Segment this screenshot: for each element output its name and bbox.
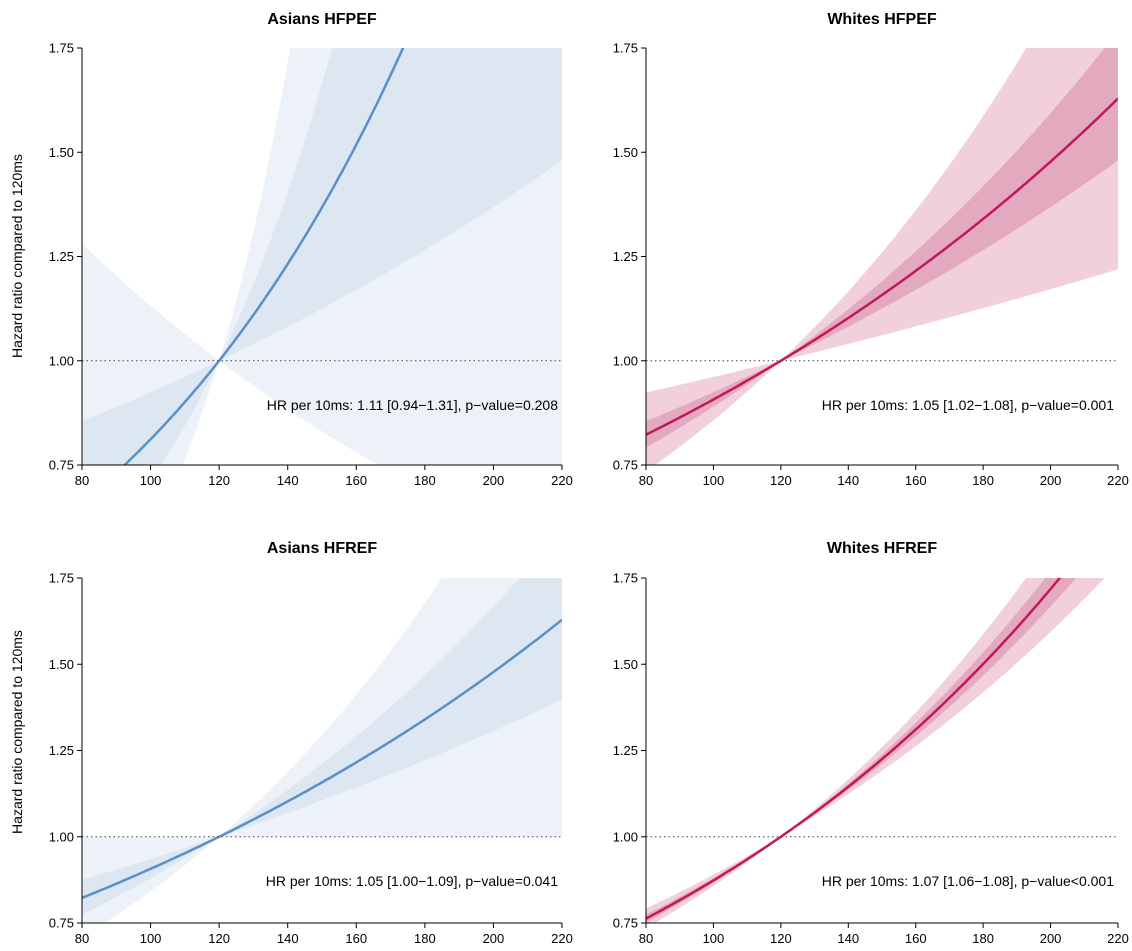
x-tick-label: 180 bbox=[414, 473, 436, 488]
y-tick-label: 1.50 bbox=[613, 657, 638, 672]
ci-band-inner bbox=[646, 48, 1118, 448]
x-tick-label: 180 bbox=[972, 473, 994, 488]
x-tick-label: 220 bbox=[551, 473, 573, 488]
x-tick-label: 100 bbox=[703, 473, 725, 488]
hazard-ratio-line bbox=[646, 97, 1118, 436]
x-tick-label: 220 bbox=[1107, 931, 1129, 946]
hr-annotation: HR per 10ms: 1.11 [0.94−1.31], p−value=0… bbox=[267, 397, 558, 413]
y-tick-label: 1.25 bbox=[49, 249, 74, 264]
x-tick-label: 180 bbox=[414, 931, 436, 946]
y-tick-label: 1.25 bbox=[49, 743, 74, 758]
y-axis-label-bottom: Hazard ratio compared to 120ms bbox=[9, 630, 25, 834]
hr-annotation: HR per 10ms: 1.05 [1.00−1.09], p−value=0… bbox=[266, 873, 558, 889]
plot-area bbox=[646, 578, 1105, 923]
panel-title: Asians HFPEF bbox=[267, 11, 377, 28]
x-tick-label: 80 bbox=[75, 931, 89, 946]
y-tick-label: 1.00 bbox=[613, 353, 638, 368]
y-tick-label: 0.75 bbox=[613, 916, 638, 931]
ci-band-inner bbox=[82, 578, 562, 915]
hazard-ratio-line bbox=[82, 618, 562, 900]
x-tick-label: 160 bbox=[905, 473, 927, 488]
y-tick-label: 0.75 bbox=[49, 916, 74, 931]
x-tick-label: 120 bbox=[770, 473, 792, 488]
ci-band-outer bbox=[646, 578, 1105, 923]
x-tick-label: 80 bbox=[639, 931, 653, 946]
y-tick-label: 0.75 bbox=[49, 458, 74, 473]
y-tick-label: 1.50 bbox=[613, 145, 638, 160]
x-tick-label: 160 bbox=[905, 931, 927, 946]
x-tick-label: 220 bbox=[1107, 473, 1129, 488]
y-axis-label-top: Hazard ratio compared to 120ms bbox=[9, 154, 25, 358]
y-tick-label: 1.00 bbox=[49, 829, 74, 844]
x-tick-label: 220 bbox=[551, 931, 573, 946]
x-tick-label: 100 bbox=[703, 931, 725, 946]
y-tick-label: 1.25 bbox=[613, 743, 638, 758]
x-tick-label: 200 bbox=[1040, 473, 1062, 488]
x-tick-label: 200 bbox=[1040, 931, 1062, 946]
panel-title: Whites HFREF bbox=[827, 540, 937, 557]
x-tick-label: 180 bbox=[972, 931, 994, 946]
x-tick-label: 120 bbox=[208, 473, 230, 488]
x-tick-label: 160 bbox=[345, 931, 367, 946]
x-tick-label: 140 bbox=[277, 473, 299, 488]
y-tick-label: 1.25 bbox=[613, 249, 638, 264]
hazard-ratio-line bbox=[122, 48, 405, 465]
y-tick-label: 1.75 bbox=[49, 571, 74, 586]
x-tick-label: 140 bbox=[277, 931, 299, 946]
hr-annotation: HR per 10ms: 1.05 [1.02−1.08], p−value=0… bbox=[822, 397, 1114, 413]
chart-panel: 80 100 120 140 160 180 200 220 0.75 1.00 1.25 1.50 1… bbox=[49, 540, 573, 946]
x-tick-label: 200 bbox=[483, 931, 505, 946]
x-tick-label: 140 bbox=[837, 931, 859, 946]
x-tick-label: 200 bbox=[483, 473, 505, 488]
x-tick-label: 120 bbox=[208, 931, 230, 946]
y-tick-label: 0.75 bbox=[613, 458, 638, 473]
hazard-ratio-line bbox=[646, 578, 1062, 920]
x-tick-label: 160 bbox=[345, 473, 367, 488]
hr-annotation: HR per 10ms: 1.07 [1.06−1.08], p−value<0… bbox=[822, 873, 1114, 889]
y-tick-label: 1.50 bbox=[49, 145, 74, 160]
x-tick-label: 100 bbox=[140, 931, 162, 946]
ci-band-outer bbox=[646, 48, 1118, 465]
y-tick-label: 1.75 bbox=[49, 41, 74, 56]
x-tick-label: 120 bbox=[770, 931, 792, 946]
y-tick-label: 1.00 bbox=[49, 353, 74, 368]
y-tick-label: 1.75 bbox=[613, 571, 638, 586]
panel-title: Whites HFPEF bbox=[827, 11, 937, 28]
chart-panel: 80 100 120 140 160 180 200 220 0.75 1.00 1.25 1.50 1… bbox=[613, 540, 1129, 946]
panel-title: Asians HFREF bbox=[267, 540, 377, 557]
chart-panels: 80 100 120 140 160 180 200 220 0.75 1.00 1.25 1.50 1… bbox=[49, 11, 1129, 946]
y-tick-label: 1.50 bbox=[49, 657, 74, 672]
x-tick-label: 140 bbox=[837, 473, 859, 488]
chart-panel: 80 100 120 140 160 180 200 220 0.75 1.00 1.25 1.50 1… bbox=[613, 11, 1129, 488]
y-tick-label: 1.75 bbox=[613, 41, 638, 56]
x-tick-label: 100 bbox=[140, 473, 162, 488]
x-tick-label: 80 bbox=[75, 473, 89, 488]
ci-band-inner bbox=[646, 578, 1077, 923]
x-tick-label: 80 bbox=[639, 473, 653, 488]
plot-area bbox=[646, 48, 1118, 465]
chart-panel: 80 100 120 140 160 180 200 220 0.75 1.00 1.25 1.50 1… bbox=[49, 11, 573, 488]
ci-band-inner bbox=[82, 48, 562, 465]
y-tick-label: 1.00 bbox=[613, 829, 638, 844]
